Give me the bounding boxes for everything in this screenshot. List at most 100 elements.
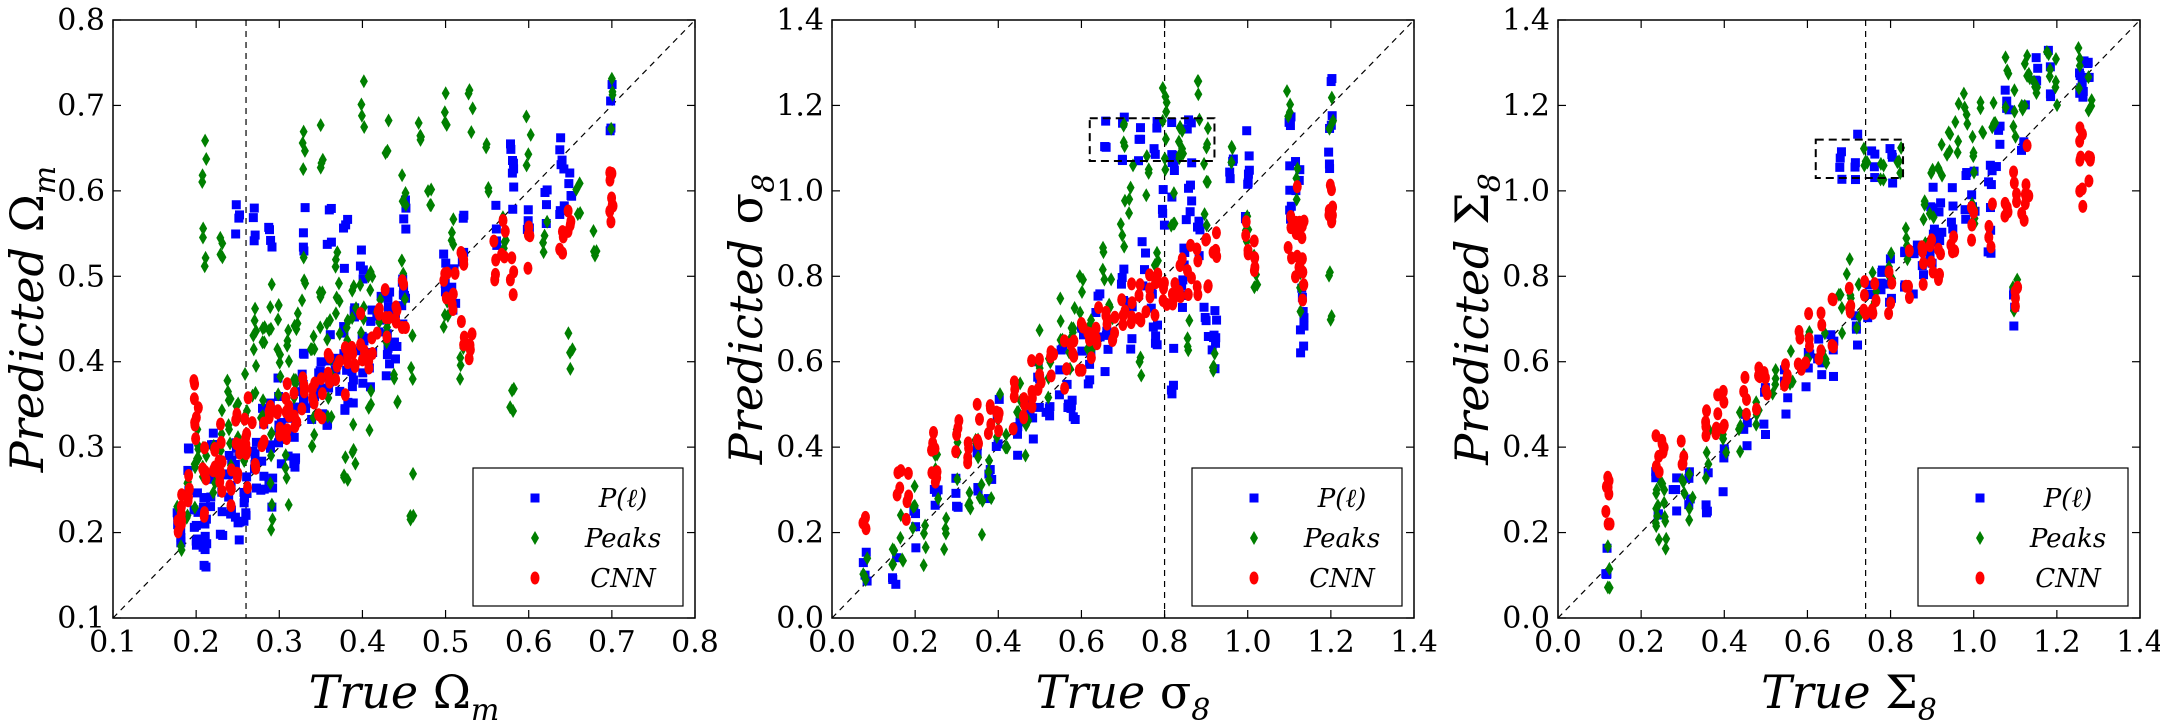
data-point [1149,144,1159,154]
data-point [243,481,253,495]
data-point [951,445,961,459]
data-point [356,278,365,293]
data-point [1177,302,1187,312]
data-point [297,402,307,416]
data-point [952,428,962,442]
data-point [555,145,565,155]
data-point [284,323,293,338]
data-point [383,144,392,159]
data-point [1118,228,1127,243]
data-point [1161,132,1170,147]
data-point [1179,243,1189,253]
data-point [273,404,283,418]
data-point [408,328,417,343]
data-point [1021,448,1030,463]
data-point [1293,161,1302,176]
data-point [2053,98,2062,113]
data-point [2084,103,2093,118]
y-axis-label-subscript: 8 [747,174,782,193]
data-point [1991,115,2000,130]
data-point [268,483,278,493]
data-point [1842,267,1851,282]
data-point [1013,450,1023,460]
data-point [275,421,285,435]
data-point [1120,239,1129,254]
data-point [1169,343,1179,353]
data-point [307,439,316,454]
data-point [1970,165,1979,180]
data-point [231,229,241,239]
data-point [1174,284,1184,298]
data-point [364,361,374,375]
data-point [206,502,216,512]
data-point [592,244,601,259]
data-point [1169,186,1178,201]
data-point [258,436,268,450]
data-point [310,427,319,442]
legend-label: Peaks [584,524,661,554]
data-point [1850,175,1860,185]
data-point [973,486,983,496]
x-axis-label-prefix: True [1761,665,1885,719]
x-axis-label-symbol: Ω [433,665,471,719]
x-axis-label-prefix: True [309,665,433,719]
data-point [888,575,898,585]
data-point [1033,382,1043,396]
data-point [191,432,201,446]
data-point [1184,183,1194,193]
y-tick-label: 0.2 [1502,516,1550,551]
y-axis-label-symbol: Ω [0,194,54,232]
data-point [1142,149,1151,164]
data-point [1817,370,1827,380]
data-point [2076,150,2086,164]
data-point [274,387,283,402]
data-point [1901,221,1910,236]
data-point [2031,53,2041,63]
data-point [1294,260,1304,274]
data-point [1676,434,1686,448]
axes-frame [1557,19,2141,619]
data-point [447,233,456,248]
data-point [1110,310,1120,324]
data-point [1740,370,1750,384]
legend-label: P(ℓ) [598,484,648,514]
x-tick-label: 1.4 [1390,625,1438,660]
data-point [440,105,449,120]
data-point [1904,244,1914,258]
data-point [1786,344,1795,359]
y-tick-label: 1.2 [1502,88,1550,123]
data-point [1085,359,1095,369]
data-point [1299,278,1309,292]
data-point [226,509,236,519]
data-point [974,412,984,426]
data-point [383,302,393,312]
data-point [2001,100,2010,115]
data-point [342,365,352,375]
data-point [1961,171,1971,181]
data-point [1845,305,1855,319]
legend-label: Peaks [1303,524,1380,554]
data-point [1085,375,1095,385]
data-point [1211,338,1221,348]
data-point [341,450,350,465]
data-point [930,500,940,510]
data-point [399,277,409,291]
data-point [281,460,290,475]
data-point [507,168,517,178]
data-point [1653,498,1662,513]
data-point [1870,277,1880,291]
data-point [284,497,293,512]
data-point [1835,153,1845,163]
y-tick-label: 0.8 [1502,259,1550,294]
data-point [1116,217,1125,232]
data-point [607,198,617,212]
data-point [1243,169,1253,179]
data-point [1100,367,1110,377]
data-point [934,491,943,506]
data-point [357,108,366,123]
data-point [1801,382,1811,392]
x-tick-label: 0.8 [1867,625,1915,660]
data-point [1804,307,1814,321]
data-point [1984,230,1994,244]
